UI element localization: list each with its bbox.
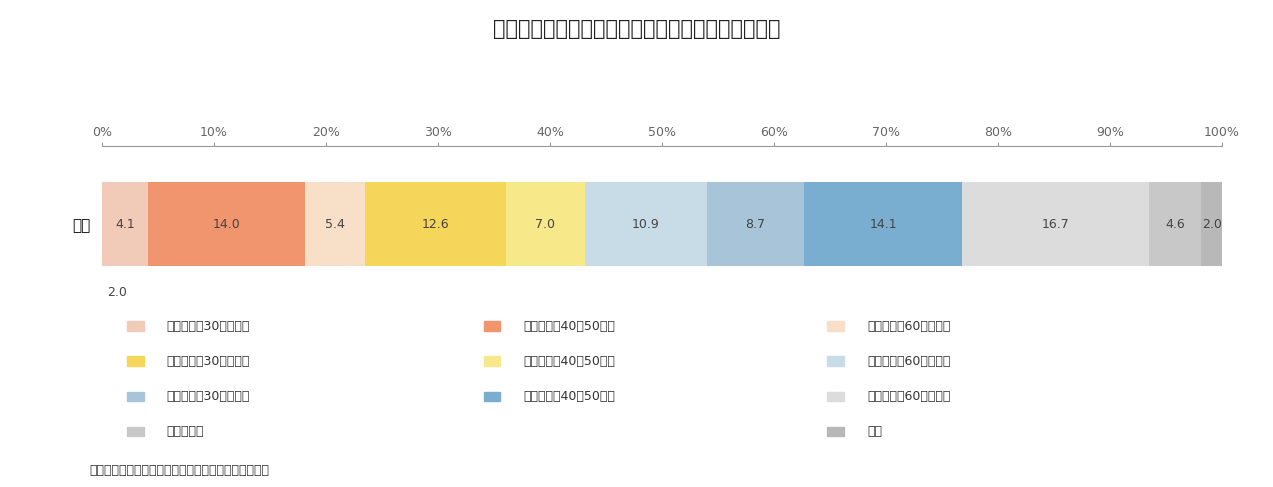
Text: 単独世帯（40～50代）: 単独世帯（40～50代） bbox=[523, 390, 615, 403]
Text: 10.9: 10.9 bbox=[631, 218, 659, 230]
Text: 図表２　世帯主年齢を加味した世帯類型別の構成比: 図表２ 世帯主年齢を加味した世帯類型別の構成比 bbox=[493, 19, 780, 39]
Bar bbox=[1150, 182, 1200, 266]
Text: 夫婦と子（40～50代）: 夫婦と子（40～50代） bbox=[523, 355, 615, 368]
Bar bbox=[148, 182, 304, 266]
Bar bbox=[304, 182, 365, 266]
Text: 不詳: 不詳 bbox=[867, 425, 882, 438]
Bar bbox=[1200, 182, 1223, 266]
Text: 2.0: 2.0 bbox=[1202, 218, 1222, 230]
Text: 5.4: 5.4 bbox=[325, 218, 345, 230]
Text: 2.0: 2.0 bbox=[107, 286, 127, 300]
Bar bbox=[962, 182, 1150, 266]
Bar bbox=[707, 182, 805, 266]
Text: 夫婦のみ（40～50代）: 夫婦のみ（40～50代） bbox=[523, 320, 615, 333]
Bar bbox=[365, 182, 507, 266]
Bar bbox=[102, 182, 148, 266]
Text: 夫婦と子（60代以上）: 夫婦と子（60代以上） bbox=[867, 355, 950, 368]
Text: 夫婦と子（30代以下）: 夫婦と子（30代以下） bbox=[167, 355, 250, 368]
Text: 8.7: 8.7 bbox=[746, 218, 765, 230]
Text: 単独世帯（30代以下）: 単独世帯（30代以下） bbox=[167, 390, 250, 403]
Text: その他世帯: その他世帯 bbox=[167, 425, 204, 438]
Text: 4.6: 4.6 bbox=[1165, 218, 1185, 230]
Text: 出所：総務省統計局「令和２年　国勢調査」より作成: 出所：総務省統計局「令和２年 国勢調査」より作成 bbox=[89, 464, 269, 477]
Text: 16.7: 16.7 bbox=[1041, 218, 1069, 230]
Text: 14.1: 14.1 bbox=[869, 218, 897, 230]
Text: 夫婦のみ（60代以上）: 夫婦のみ（60代以上） bbox=[867, 320, 950, 333]
Text: 12.6: 12.6 bbox=[421, 218, 449, 230]
Bar bbox=[507, 182, 584, 266]
Text: 14.0: 14.0 bbox=[213, 218, 241, 230]
Text: 夫婦のみ（30代以下）: 夫婦のみ（30代以下） bbox=[167, 320, 250, 333]
Text: 7.0: 7.0 bbox=[536, 218, 555, 230]
Bar bbox=[584, 182, 707, 266]
Bar bbox=[805, 182, 962, 266]
Text: 単独世帯（60代以上）: 単独世帯（60代以上） bbox=[867, 390, 950, 403]
Text: 4.1: 4.1 bbox=[115, 218, 135, 230]
